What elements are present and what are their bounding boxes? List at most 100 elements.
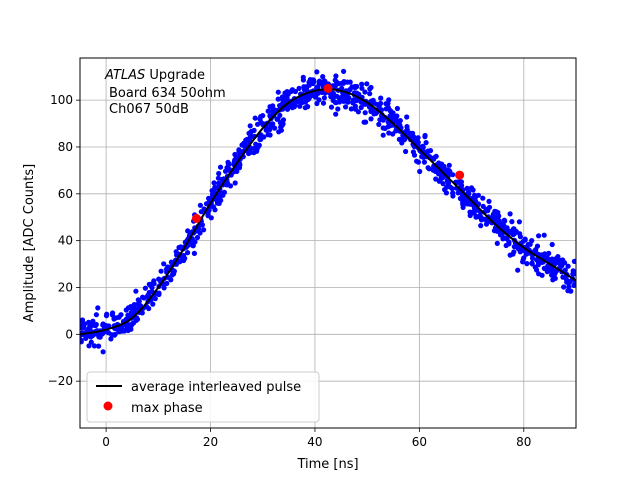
scatter-point	[422, 134, 428, 140]
scatter-point	[188, 238, 195, 244]
scatter-point	[333, 111, 339, 117]
scatter-point	[333, 100, 339, 106]
scatter-point	[425, 165, 431, 171]
scatter-point	[349, 84, 355, 90]
scatter-point	[246, 130, 252, 136]
scatter-point	[270, 103, 276, 109]
scatter-point	[108, 336, 114, 342]
scatter-point	[447, 184, 454, 190]
max-phase-point	[191, 213, 201, 223]
scatter-point	[507, 252, 513, 258]
scatter-point	[388, 108, 394, 114]
scatter-point	[411, 152, 418, 158]
scatter-point	[494, 240, 500, 246]
scatter-point	[215, 175, 221, 181]
scatter-point	[534, 267, 540, 273]
scatter-point	[110, 310, 116, 316]
scatter-point	[486, 198, 492, 204]
scatter-point	[511, 226, 517, 232]
scatter-point	[347, 79, 353, 85]
scatter-point	[252, 115, 258, 121]
scatter-point	[247, 123, 253, 129]
scatter-point	[328, 104, 335, 110]
scatter-point	[495, 213, 501, 220]
scatter-point	[288, 88, 294, 95]
scatter-point	[458, 183, 464, 189]
scatter-point	[471, 210, 477, 216]
x-tick-label: 60	[412, 435, 427, 449]
scatter-point	[338, 94, 344, 100]
scatter-point	[461, 197, 467, 203]
scatter-point	[565, 263, 571, 269]
scatter-point	[431, 155, 437, 161]
scatter-point	[95, 305, 101, 311]
max-phase-point	[455, 170, 465, 180]
scatter-point	[265, 108, 271, 114]
scatter-point	[300, 74, 306, 80]
scatter-point	[399, 140, 405, 146]
scatter-point	[343, 104, 349, 110]
scatter-point	[141, 295, 147, 301]
scatter-point	[296, 85, 302, 91]
scatter-point	[149, 281, 155, 287]
plot-frame	[79, 57, 577, 429]
scatter-point	[480, 203, 486, 209]
scatter-point	[91, 343, 97, 349]
scatter-point	[551, 274, 557, 280]
scatter-point	[438, 176, 444, 182]
scatter-point	[414, 158, 420, 164]
scatter-point	[292, 88, 298, 95]
scatter-point	[161, 285, 167, 291]
scatter-point	[275, 96, 281, 102]
scatter-point	[523, 251, 529, 257]
scatter-point	[506, 239, 512, 245]
scatter-point	[536, 233, 542, 239]
scatter-point	[163, 266, 169, 272]
scatter-point	[521, 255, 527, 261]
scatter-point	[517, 234, 524, 240]
scatter-point	[467, 209, 473, 215]
plot-data	[80, 68, 576, 355]
scatter-point	[306, 82, 312, 88]
scatter-point	[267, 113, 273, 119]
scatter-point	[312, 94, 318, 100]
scatter-point	[334, 81, 340, 87]
scatter-point	[109, 332, 115, 338]
scatter-point	[568, 288, 574, 294]
max-phase-point	[323, 83, 333, 93]
scatter-point	[473, 214, 479, 220]
scatter-point	[266, 126, 272, 132]
scatter-point	[164, 280, 170, 286]
scatter-point	[423, 140, 429, 146]
scatter-point	[380, 117, 386, 123]
scatter-point	[103, 322, 109, 329]
scatter-point	[376, 121, 382, 127]
legend-box	[86, 371, 320, 423]
scatter-point	[194, 234, 201, 241]
scatter-point	[495, 209, 501, 216]
scatter-point	[116, 314, 122, 320]
scatter-point	[480, 195, 486, 201]
scatter-point	[181, 257, 187, 264]
scatter-point	[441, 163, 447, 169]
scatter-point	[552, 259, 558, 265]
scatter-point	[275, 89, 281, 95]
scatter-point	[227, 183, 234, 189]
scatter-point	[197, 202, 203, 208]
scatter-point	[561, 284, 567, 290]
scatter-point	[385, 124, 391, 130]
scatter-point	[485, 208, 491, 214]
scatter-point	[392, 114, 398, 120]
scatter-point	[199, 222, 205, 228]
scatter-point	[217, 164, 224, 170]
scatter-point	[529, 261, 535, 267]
scatter-point	[440, 181, 446, 187]
scatter-point	[301, 87, 308, 93]
scatter-point	[133, 288, 139, 294]
scatter-point	[383, 106, 389, 112]
x-tick-label: 0	[102, 435, 110, 449]
scatter-point	[320, 74, 326, 80]
scatter-point	[257, 116, 263, 122]
scatter-point	[464, 185, 470, 191]
